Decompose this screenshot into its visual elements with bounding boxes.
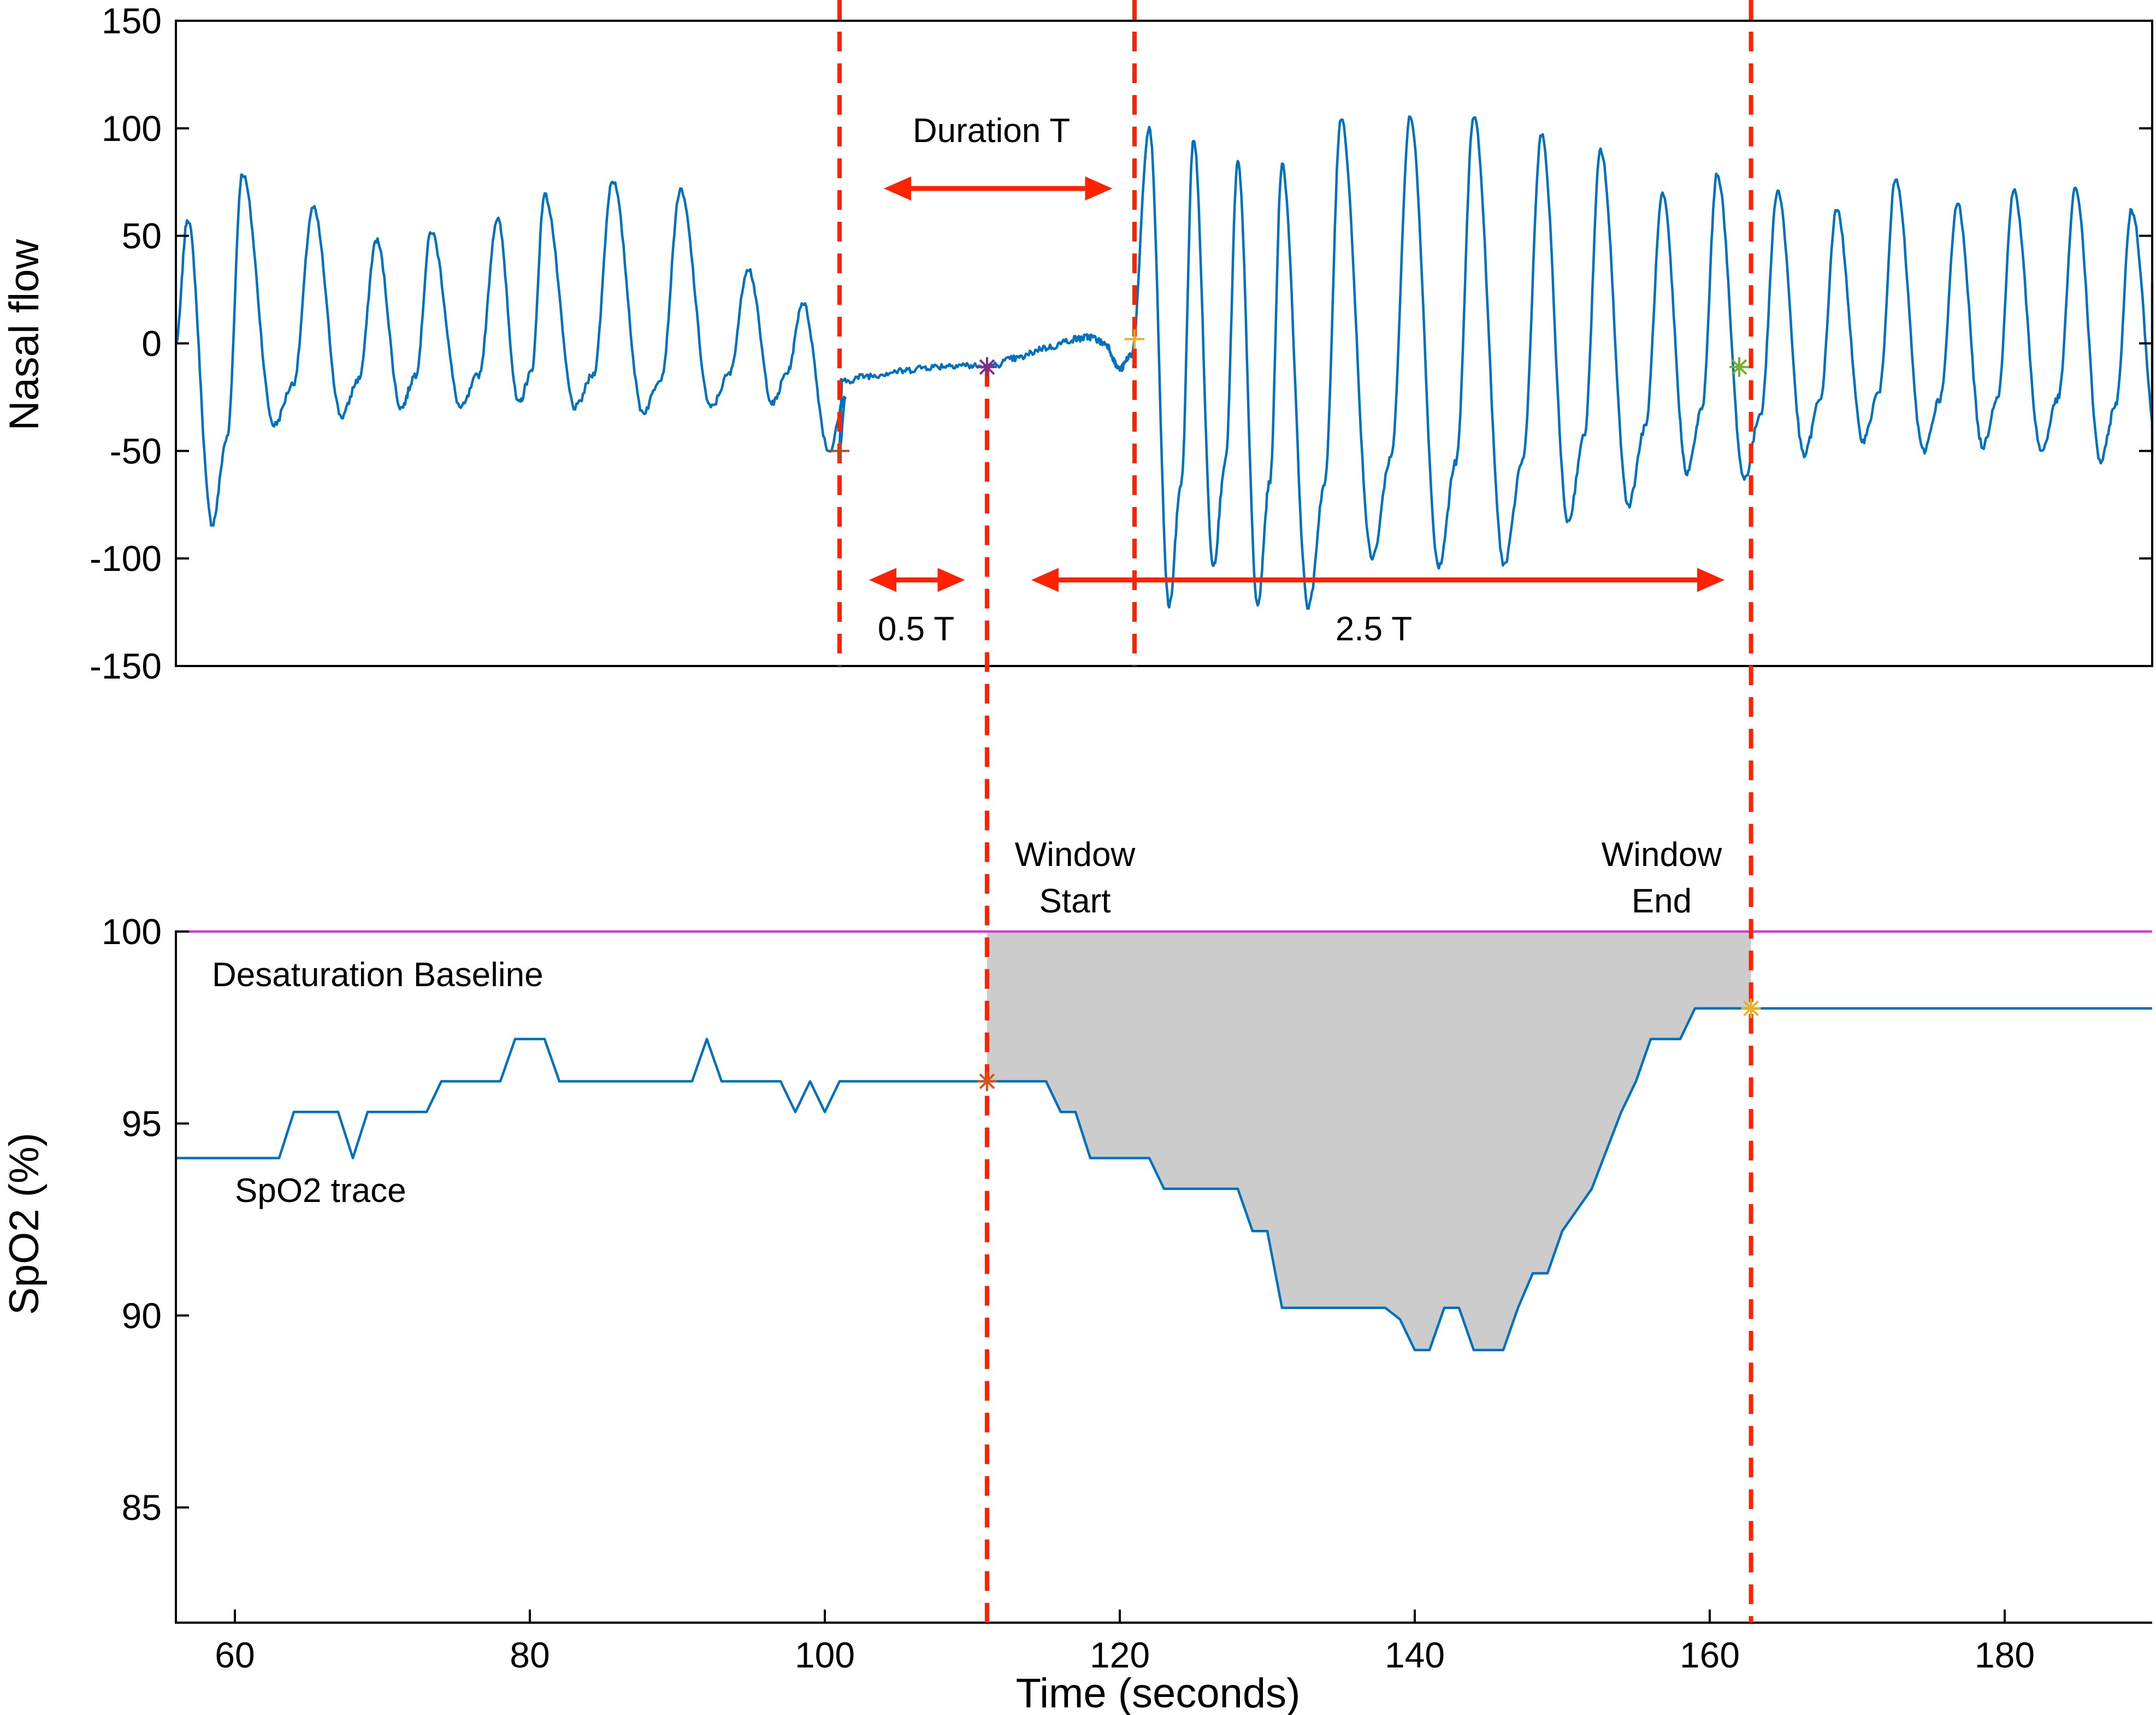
arrow-head-right bbox=[1697, 568, 1724, 592]
bottom-ytick-label: 100 bbox=[102, 911, 162, 952]
top-ytick-label: 100 bbox=[102, 108, 162, 149]
duration-t-label: Duration T bbox=[913, 112, 1070, 150]
bottom-ytick-label: 85 bbox=[122, 1487, 162, 1528]
top-ytick-label: -150 bbox=[90, 646, 162, 686]
bottom-xtick-label: 100 bbox=[795, 1635, 855, 1675]
window-start-label-line2: Start bbox=[1039, 882, 1111, 920]
top-ytick-label: -50 bbox=[110, 431, 162, 471]
bottom-xtick-label: 80 bbox=[510, 1635, 550, 1675]
marker-stroke bbox=[1731, 359, 1747, 375]
marker-stroke bbox=[1743, 1000, 1759, 1016]
arrow-head-left bbox=[869, 568, 896, 592]
bottom-xlabel: Time (seconds) bbox=[1016, 1670, 1301, 1715]
half-t-label: 0.5 T bbox=[878, 610, 954, 648]
arrow-head-left bbox=[1031, 568, 1059, 592]
bottom-ytick-label: 95 bbox=[122, 1103, 162, 1144]
top-ytick-label: -100 bbox=[90, 538, 162, 579]
bottom-ytick-label: 90 bbox=[122, 1295, 162, 1336]
nasal-flow-line bbox=[174, 115, 2154, 610]
marker-stroke bbox=[979, 359, 995, 375]
two-half-t-label: 2.5 T bbox=[1336, 610, 1412, 648]
desaturation-baseline-label: Desaturation Baseline bbox=[212, 956, 544, 994]
bottom-ylabel: SpO2 (%) bbox=[1, 1133, 48, 1315]
desaturation-area bbox=[987, 932, 1751, 1351]
window-start-label-line1: Window bbox=[1015, 836, 1136, 874]
top-ytick-label: 150 bbox=[102, 1, 162, 41]
spo2-trace-label: SpO2 trace bbox=[235, 1172, 406, 1210]
bottom-xtick-label: 180 bbox=[1975, 1635, 2035, 1675]
marker-stroke bbox=[979, 1073, 995, 1089]
top-ylabel: Nasal flow bbox=[1, 239, 48, 431]
window-end-label-line1: Window bbox=[1602, 836, 1722, 874]
bottom-xtick-label: 160 bbox=[1680, 1635, 1740, 1675]
bottom-xtick-label: 140 bbox=[1385, 1635, 1445, 1675]
arrow-head-right bbox=[1085, 176, 1113, 201]
arrow-head-right bbox=[937, 568, 965, 592]
bottom-axes-box bbox=[175, 930, 2152, 1624]
bottom-xtick-label: 60 bbox=[215, 1635, 255, 1675]
bottom-xtick-label: 120 bbox=[1090, 1635, 1150, 1675]
top-ytick-label: 50 bbox=[122, 216, 162, 256]
arrow-head-left bbox=[884, 176, 911, 201]
top-axes-box bbox=[175, 20, 2153, 667]
top-ytick-label: 0 bbox=[141, 323, 162, 364]
spo2-line bbox=[176, 1007, 2152, 1352]
window-end-label-line2: End bbox=[1632, 882, 1692, 920]
